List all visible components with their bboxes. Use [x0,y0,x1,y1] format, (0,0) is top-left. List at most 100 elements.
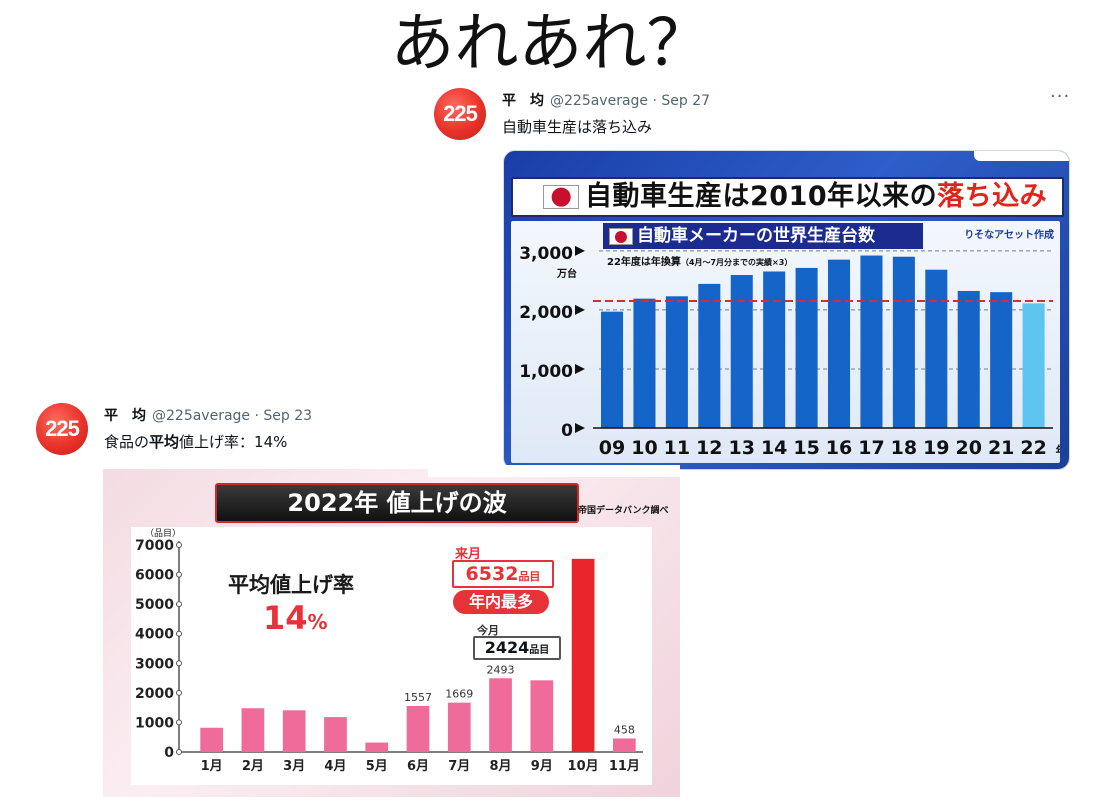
this-month-label: 今月 [477,624,499,637]
handle-and-date[interactable]: @225average · Sep 23 [152,408,313,424]
bar [957,290,980,428]
overlay-corner [974,151,1069,161]
bar [282,710,306,752]
headline: あれあれ？ [390,7,711,81]
bar [860,255,883,428]
x-tick-label: 3月 [283,759,305,774]
y-tick-label: 0 [164,745,174,761]
bar [601,311,624,428]
x-tick-label: 11月 [609,759,640,774]
chart2-y-unit: （品目） [145,529,182,539]
y-tick-label: 2000 [135,686,174,702]
chart2-plot: 0 1000 2000 3000 4000 5000 6000 7000 1月 2月 3月 4月 5月 6… [135,538,643,774]
tick-mark [176,719,182,726]
tweet-text: 食品の平均値上げ率：14% [104,433,288,451]
tick-mark [176,571,182,578]
tick-arrow-icon [575,363,585,374]
chart1-subtitle: 自動車メーカーの世界生産台数 [603,223,923,249]
bar [530,680,554,752]
x-tick-label: 15 [793,437,819,459]
bar [990,292,1013,428]
chart1-headline: 自動車生産は2010年以来の落ち込み [585,181,1048,212]
bar [763,271,786,428]
image-top-edge [103,465,680,469]
y-tick-label: 4000 [135,627,174,643]
tick-arrow-icon [575,423,585,433]
x-tick-label: 22 [1020,437,1046,459]
y-tick-label: 7000 [135,538,174,554]
x-tick-label: 20 [956,437,982,459]
more-options-icon[interactable]: ··· [1050,86,1071,107]
y-tick-label: 3,000 [519,244,573,264]
x-tick-label: 8月 [490,759,512,774]
chart1-panel: 自動車メーカーの世界生産台数 りそなアセット作成 22年度は年換算（4月〜7月分… [511,221,1060,463]
chart2-title: 2022年 値上げの波 [215,483,579,523]
x-tick-label: 13 [729,437,755,459]
tweet-image-car-production[interactable]: 自動車生産は2010年以来の落ち込み 自動車メーカーの世界生産台数 りそなアセッ… [503,150,1070,470]
data-label: 1669 [445,688,473,701]
this-month-callout: 2424品目 [473,636,561,660]
x-tick-label: 2月 [242,759,264,774]
image-top-edge [428,465,680,477]
bar [795,267,818,428]
bar [447,702,471,752]
x-tick-label: 1月 [201,759,223,774]
bar [633,298,656,428]
x-tick-label: 14 [761,437,787,459]
y-tick-label: 5000 [135,597,174,613]
data-label: 458 [614,723,635,736]
next-month-label: 来月 [455,547,482,562]
tick-mark [176,601,182,608]
y-tick-label: 1,000 [519,362,573,382]
display-name[interactable]: 平 均 [104,408,146,424]
tick-mark [176,630,182,637]
tweet-image-price-hikes[interactable]: 2022年 値上げの波 帝国データバンク調べ （品目） 0 1000 2000 300… [103,465,680,797]
bar [613,738,636,752]
x-tick-label: 21 [988,437,1014,459]
y-tick-label: 6000 [135,568,174,584]
x-tick-label: 4月 [324,759,346,774]
y-tick-label: 3000 [135,656,174,672]
handle-and-date[interactable]: @225average · Sep 27 [550,93,711,109]
x-tick-label: 17 [858,437,884,459]
bar [365,742,389,752]
tick-mark [176,749,182,755]
tick-arrow-icon [575,304,585,315]
bar [1022,303,1045,428]
japan-flag-icon [609,228,633,245]
chart1-source: りそなアセット作成 [964,230,1054,241]
y-tick-label: 2,000 [519,303,573,323]
avg-increase-label: 平均値上げ率 [228,573,354,597]
x-tick-label: 16 [826,437,852,459]
next-month-callout: 6532品目 [452,560,554,588]
display-name[interactable]: 平 均 [502,93,544,109]
data-label: 2493 [487,663,515,676]
bar [925,269,948,428]
tweet-header: 平 均 @225average · Sep 27 [502,90,710,110]
x-unit-label: 年度 [1056,443,1060,457]
data-label: 1557 [404,691,432,704]
tick-mark [176,660,182,667]
x-tick-label: 7月 [448,759,470,774]
avg-increase-value: 14% [263,599,328,637]
bar [324,717,347,752]
tweet-text: 自動車生産は落ち込み [502,118,653,136]
y-tick-label: 0 [561,421,573,441]
bar [892,256,915,428]
x-tick-label: 9月 [531,759,553,774]
bar [665,296,688,428]
x-tick-label: 10 [631,437,657,459]
x-tick-label: 18 [891,437,917,459]
bar [489,678,512,752]
bar [730,275,753,428]
y-tick-label: 1000 [135,715,174,731]
bar [828,259,851,428]
bar [571,558,595,752]
avatar[interactable]: 225 [36,403,88,455]
bar [698,283,721,428]
tick-mark [176,689,182,696]
avatar[interactable]: 225 [434,88,486,140]
chart1-note: 22年度は年換算（4月〜7月分までの実績×3） [607,257,793,268]
x-tick-label: 6月 [407,759,429,774]
x-tick-label: 09 [599,437,625,459]
